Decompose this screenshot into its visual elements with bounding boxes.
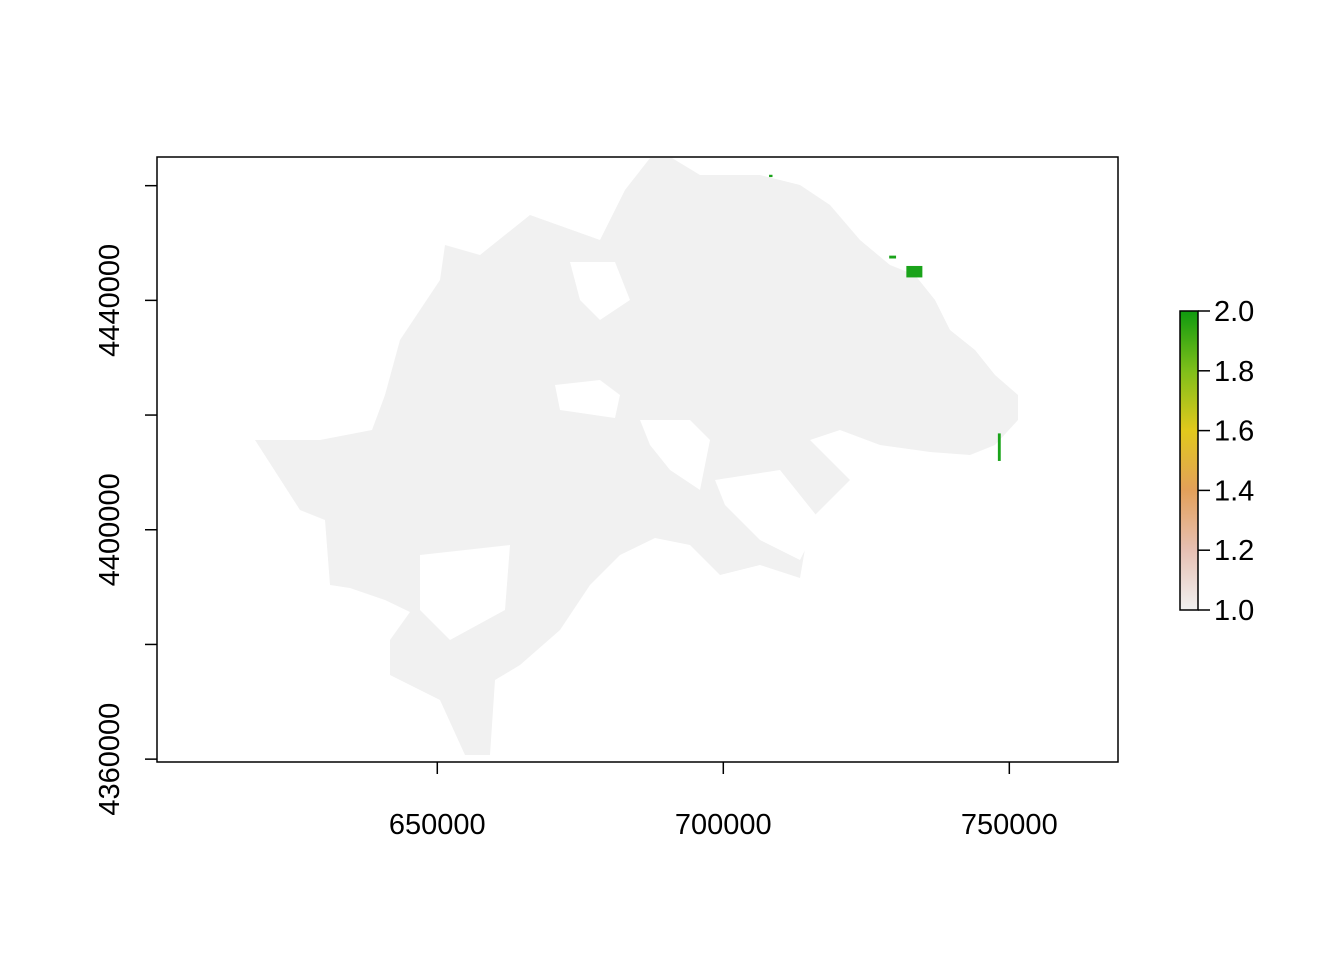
- y-tick-label: 4400000: [94, 473, 126, 586]
- y-tick-label: 4360000: [94, 703, 126, 816]
- legend-tick-label: 2.0: [1214, 296, 1254, 328]
- raster-cell-value-2: [997, 433, 1001, 461]
- raster-gap: [555, 380, 620, 418]
- color-legend: 1.0 1.2 1.4 1.6 1.8 2.0: [1179, 296, 1254, 627]
- legend-color-bar: [1179, 310, 1199, 611]
- y-tick-label: 4440000: [94, 244, 126, 357]
- y-axis: 4360000 4400000 4440000: [94, 184, 157, 816]
- x-tick-label: 650000: [389, 809, 486, 841]
- legend-tick-label: 1.6: [1214, 416, 1254, 448]
- legend-tick-label: 1.2: [1214, 535, 1254, 567]
- x-axis: 650000 700000 750000: [389, 762, 1058, 841]
- raster-cell-value-2: [889, 255, 897, 259]
- raster-gap: [640, 420, 710, 490]
- raster-region-value-1: [255, 158, 1018, 755]
- high-value-cells: [769, 174, 1001, 461]
- raster-gap: [420, 545, 510, 640]
- raster-layer: [255, 158, 1018, 755]
- raster-gap: [715, 470, 820, 560]
- x-tick-label: 750000: [961, 809, 1058, 841]
- raster-gap: [570, 262, 630, 320]
- legend-tick-label: 1.0: [1214, 595, 1254, 627]
- legend-tick-label: 1.8: [1214, 356, 1254, 388]
- legend-tick-label: 1.4: [1214, 475, 1254, 507]
- x-tick-label: 700000: [675, 809, 772, 841]
- plot-frame: [156, 156, 1119, 763]
- raster-cell-value-2: [769, 174, 773, 178]
- raster-cell-value-2: [906, 265, 923, 278]
